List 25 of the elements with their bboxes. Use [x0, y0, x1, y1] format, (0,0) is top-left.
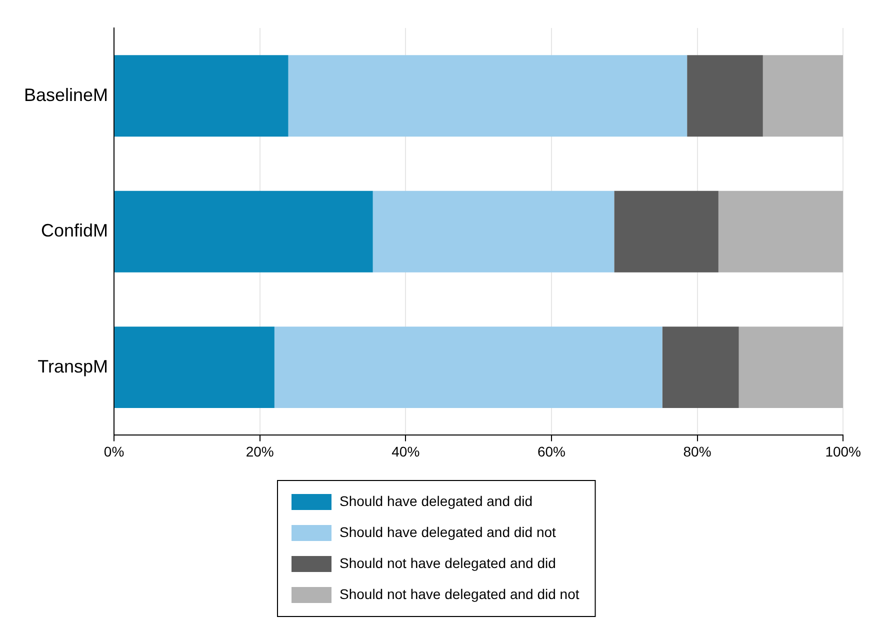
x-tick-label: 40% — [392, 443, 420, 460]
legend-label: Should have delegated and did not — [340, 524, 556, 540]
bar — [614, 190, 718, 272]
legend-label: Should have delegated and did — [340, 492, 533, 509]
bar — [114, 55, 288, 137]
y-tick-label: TranspM — [38, 356, 108, 376]
bar — [114, 190, 373, 272]
bar — [718, 190, 844, 272]
bar — [762, 55, 844, 137]
x-tick-label: 60% — [537, 443, 566, 460]
x-tick-label: 20% — [246, 443, 274, 460]
y-tick-label: BaselineM — [24, 84, 108, 105]
legend-label: Should not have delegated and did — [340, 554, 556, 571]
legend-label: Should not have delegated and did not — [340, 586, 580, 602]
y-tick-label: ConfidM — [41, 220, 108, 241]
x-tick-label: 100% — [825, 443, 862, 460]
x-tick-label: 0% — [104, 443, 124, 460]
bar — [662, 326, 739, 408]
bar — [687, 55, 763, 137]
bar — [274, 326, 662, 408]
bar — [288, 55, 688, 137]
bar — [738, 326, 844, 408]
bar — [114, 326, 274, 408]
bar — [372, 190, 614, 272]
x-tick-label: 80% — [683, 443, 712, 460]
